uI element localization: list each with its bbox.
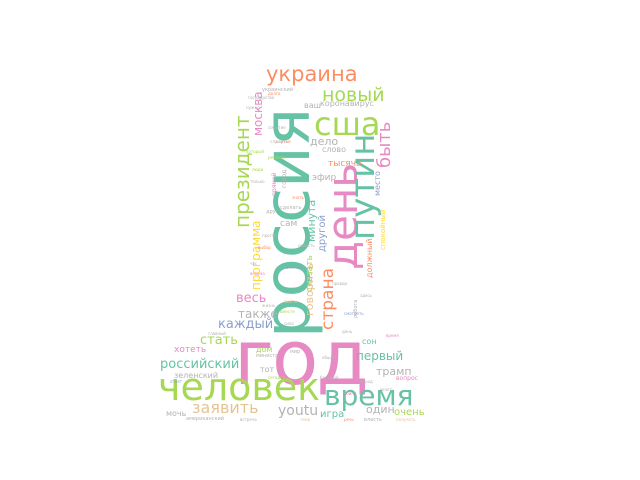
word-ukraina: украина — [266, 62, 358, 86]
word-tema: тема — [300, 417, 311, 422]
word-otvet: ответ — [170, 379, 182, 384]
word-skazat: сказать — [305, 255, 315, 292]
word-kazhdyy: каждый — [218, 317, 274, 332]
word-vmeste: вместе — [280, 309, 295, 314]
word-voyna: война — [344, 391, 357, 396]
word-glavnyy: главный — [208, 331, 226, 336]
word-bolshoy: большой — [320, 375, 339, 380]
word-amerikanskiy: американский — [186, 416, 224, 422]
word-igra: игра — [320, 409, 345, 420]
word-vopros: вопрос — [396, 375, 418, 382]
word-narod: народ — [360, 379, 373, 384]
word-dom: дом — [256, 345, 273, 354]
word-vremya-small: время — [386, 333, 399, 338]
word-takzhe: также — [238, 307, 278, 321]
word-prosto: просто — [262, 233, 277, 238]
word-zayavit: заявить — [192, 398, 259, 417]
word-chas: час — [250, 261, 258, 266]
word-slovo: слово — [322, 145, 347, 154]
word-sdelat: сделать — [280, 205, 302, 211]
word-strana: страна — [318, 268, 338, 330]
word-drug: друг — [266, 209, 279, 215]
word-mir: мир — [290, 349, 301, 355]
word-tolko: только — [250, 179, 265, 184]
word-ssha: сша — [314, 105, 381, 143]
word-den-small: день — [342, 329, 353, 334]
word-pravda: правда — [332, 281, 348, 286]
word-son: сон — [362, 337, 377, 346]
word-sobytie: событие — [268, 125, 286, 130]
word-youtu: youtu — [278, 403, 319, 419]
word-zdes: здесь — [360, 293, 372, 298]
word-vstrecha: встреча — [240, 417, 257, 422]
word-odin: один — [366, 403, 395, 416]
word-vyyti: выйти — [284, 299, 298, 304]
word-minuta: минута — [305, 199, 318, 242]
word-novost: новость — [298, 243, 315, 248]
word-efir: эфир — [312, 173, 337, 183]
word-novyy: новый — [322, 84, 385, 106]
word-vlast: власть — [364, 417, 382, 423]
word-moch: мочь — [166, 409, 187, 418]
word-dolzhnyy: должный — [365, 238, 374, 279]
word-tot: тот — [260, 365, 275, 374]
word-rebenok: ребёнок — [268, 155, 286, 160]
word-stat: стать — [200, 333, 238, 348]
word-prezident: президент — [230, 115, 254, 228]
word-gorod: город — [281, 169, 288, 188]
word-segodnya: сегодня — [268, 375, 285, 380]
word-ochen: очень — [394, 407, 425, 418]
word-ves: весь — [236, 291, 267, 306]
word-vesma: весьма — [250, 271, 265, 276]
word-spokoynyy: спокойный — [379, 209, 387, 250]
word-dolgo: долго — [268, 91, 281, 96]
word-rech: речь — [344, 417, 354, 422]
word-sluchay: случай — [276, 139, 291, 144]
word-lyudi: люди — [252, 167, 264, 172]
word-kotoryy: который — [246, 149, 264, 154]
word-khotet: хотеть — [174, 345, 207, 355]
word-vash: ваш — [304, 101, 321, 110]
word-vazhnyy: важный — [286, 265, 303, 270]
word-zhizn: жизнь — [262, 303, 276, 308]
word-tysyacha: тысяча — [328, 159, 362, 169]
word-programma: программа — [249, 220, 263, 290]
word-pryamoy: прямой — [271, 172, 278, 196]
word-ukrainskiy: украинский — [262, 87, 294, 93]
word-slushat: слушать — [270, 139, 288, 144]
word-nuzhno: нужно — [246, 105, 260, 110]
word-mnogo: много — [380, 387, 393, 392]
word-god: год — [234, 313, 369, 402]
word-obshchiy: общий — [322, 355, 336, 360]
word-mesto: место — [373, 171, 382, 196]
word-koronavirus: коронавирус — [320, 99, 374, 108]
word-vybor: выбор — [258, 245, 271, 250]
word-vremya: время — [324, 379, 414, 412]
word-rossiyskiy: российский — [160, 357, 240, 372]
word-ministr: министр — [256, 353, 279, 359]
word-delo: дело — [310, 135, 339, 148]
word-tramp: трамп — [376, 365, 412, 378]
word-zelenskiy: зеленский — [174, 371, 219, 380]
word-sam: сам — [280, 219, 298, 229]
word-smotret: смотреть — [344, 311, 364, 316]
word-pervyy: первый — [356, 349, 404, 363]
word-drugoy: другой — [317, 214, 328, 252]
word-znat: знать — [292, 195, 304, 200]
word-chelovek: человек — [158, 365, 321, 409]
word-poluchit: получить — [396, 417, 416, 422]
word-byt: быть — [374, 121, 395, 168]
word-gosudarstvo: государство — [248, 95, 275, 100]
word-sila: сила — [284, 321, 294, 326]
